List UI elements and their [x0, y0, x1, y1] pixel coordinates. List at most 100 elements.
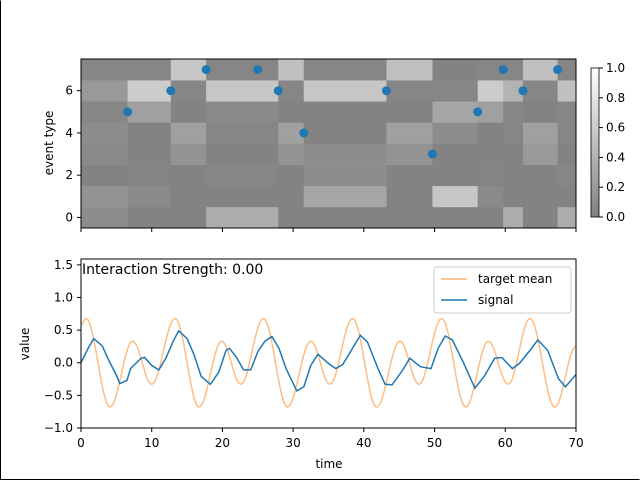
heatmap-cell — [432, 122, 479, 144]
heatmap-cell — [503, 185, 524, 208]
heatmap-cell — [522, 80, 558, 102]
event-marker — [123, 107, 133, 117]
event-marker — [473, 107, 483, 117]
heatmap-cell — [127, 80, 172, 102]
heatmap-cell — [303, 143, 387, 165]
heatmap-cell — [127, 185, 172, 208]
heatmap-cell — [303, 185, 387, 208]
interaction-strength-annotation: Interaction Strength: 0.00 — [82, 262, 263, 278]
event-marker — [498, 65, 508, 75]
event-marker — [201, 65, 211, 75]
legend: target mean signal — [433, 266, 572, 314]
heatmap-cell — [522, 143, 558, 165]
heatmap-cell — [503, 59, 524, 81]
heatmap-cell — [503, 80, 524, 102]
heatmap-cell — [503, 143, 524, 165]
heatmap-cell — [386, 185, 433, 208]
target-mean-line — [81, 317, 576, 408]
heatmap-cell — [477, 164, 504, 187]
heatmap-cell — [81, 164, 128, 187]
heatmap-cell — [503, 122, 524, 144]
event-marker — [381, 86, 391, 96]
heatmap-cell — [386, 206, 433, 229]
line-axes: −1.0 −0.5 0.0 0.5 1.0 1.5 0 10 20 30 40 50 60 70 Int… — [18, 258, 584, 471]
heatmap-cell — [206, 101, 259, 123]
x-tick-label: 30 — [286, 436, 301, 450]
heatmap-cell — [206, 143, 259, 165]
heatmap-cell — [303, 59, 387, 81]
heatmap-cell — [127, 143, 172, 165]
heatmap-cell — [170, 122, 207, 144]
heatmap-cell — [557, 164, 577, 187]
heatmap-cell — [303, 101, 387, 123]
heatmap-cell — [503, 101, 524, 123]
colorbar-gradient — [590, 67, 600, 218]
heatmap-cell — [557, 143, 577, 165]
x-tick-label: 60 — [498, 436, 513, 450]
heatmap-cell — [303, 164, 387, 187]
heatmap-cell — [432, 206, 479, 229]
heatmap-cell — [557, 206, 577, 229]
line-y-ticks: −1.0 −0.5 0.0 0.5 1.0 1.5 — [44, 258, 81, 435]
y-axis-label: value — [18, 328, 32, 361]
y-tick-label: 0.5 — [54, 323, 73, 337]
heatmap-x-ticks — [80, 228, 577, 232]
y-tick-label: −1.0 — [44, 421, 73, 435]
y-tick-label: 6 — [65, 84, 73, 98]
heatmap-cell — [278, 59, 305, 81]
legend-label-signal: signal — [478, 293, 514, 307]
heatmap-cell — [557, 80, 577, 102]
x-axis-label: time — [315, 457, 342, 471]
heatmap-cell — [278, 101, 305, 123]
event-marker — [427, 149, 437, 159]
heatmap-cell — [170, 101, 207, 123]
heatmap-cell — [278, 164, 305, 187]
heatmap-cell — [257, 59, 279, 81]
heatmap-frame — [80, 58, 577, 229]
event-marker — [518, 86, 528, 96]
event-marker — [166, 86, 176, 96]
heatmap-cell — [386, 143, 433, 165]
y-tick-label: −0.5 — [44, 388, 73, 402]
heatmap-cell — [522, 206, 558, 229]
y-tick-label: 0 — [65, 210, 73, 224]
heatmap-cell — [386, 59, 433, 81]
heatmap-cell — [170, 80, 207, 102]
colorbar-tick-label: 1.0 — [606, 61, 625, 75]
y-tick-label: 4 — [65, 126, 73, 140]
heatmap-cell — [257, 206, 279, 229]
heatmap-cell — [81, 185, 128, 208]
event-marker — [273, 86, 283, 96]
heatmap-cell — [386, 101, 433, 123]
heatmap-cell — [278, 122, 305, 144]
y-tick-label: 2 — [65, 168, 73, 182]
x-tick-label: 50 — [427, 436, 442, 450]
heatmap-cell — [522, 101, 558, 123]
heatmap-cell — [522, 164, 558, 187]
colorbar-tick-label: 0.8 — [606, 91, 625, 105]
heatmap-cell — [257, 80, 279, 102]
heatmap-cell — [432, 101, 479, 123]
colorbar-ticks: 0.0 0.2 0.4 0.6 0.8 1.0 — [599, 61, 625, 224]
heatmap-cell — [477, 80, 504, 102]
heatmap-cell — [432, 80, 479, 102]
heatmap-cell — [170, 164, 207, 187]
heatmap-cell — [432, 164, 479, 187]
x-tick-label: 0 — [77, 436, 85, 450]
event-marker — [299, 128, 309, 138]
event-marker — [253, 65, 263, 75]
heatmap-cell — [278, 185, 305, 208]
heatmap-cell — [386, 164, 433, 187]
heatmap-cell — [206, 185, 259, 208]
heatmap-cell — [432, 185, 479, 208]
heatmap-cell — [522, 185, 558, 208]
colorbar-tick-label: 0.6 — [606, 121, 625, 135]
heatmap-cell — [81, 80, 128, 102]
event-marker — [553, 65, 563, 75]
heatmap-cell — [432, 59, 479, 81]
heatmap-cell — [170, 185, 207, 208]
heatmap-cell — [303, 206, 387, 229]
x-tick-label: 20 — [215, 436, 230, 450]
signal-line — [81, 329, 576, 392]
